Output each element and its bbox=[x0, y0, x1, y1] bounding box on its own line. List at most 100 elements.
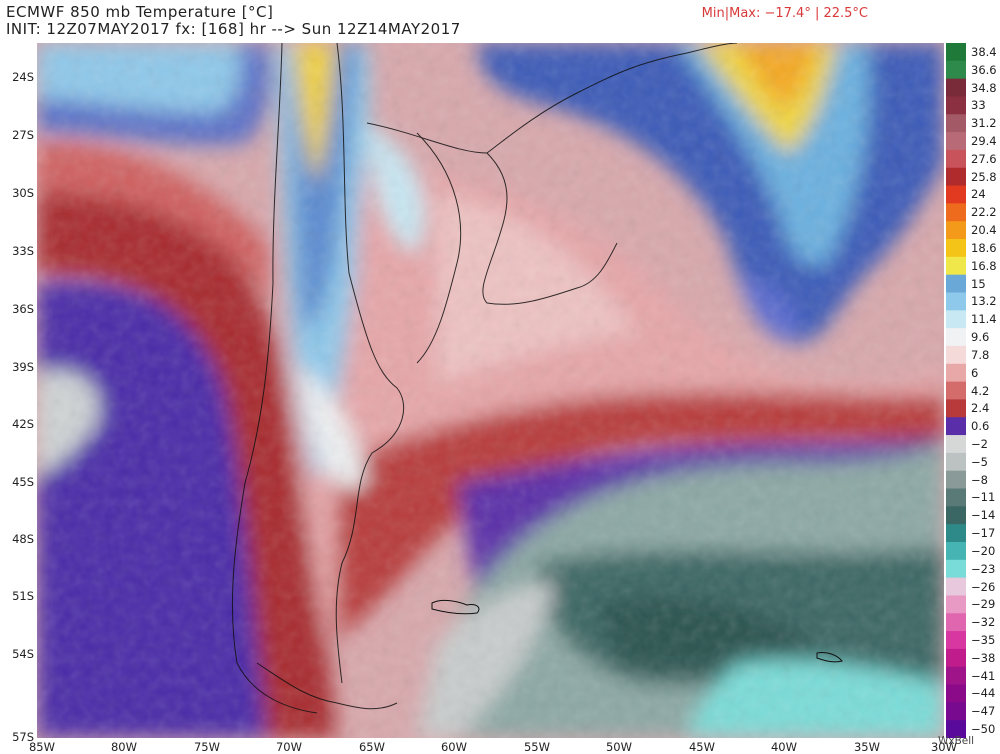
falkland-islands bbox=[431, 599, 480, 615]
color-scale-swatch bbox=[946, 452, 966, 472]
color-scale-label: −44 bbox=[971, 686, 996, 701]
color-scale-label: 9.6 bbox=[971, 330, 990, 345]
lon-label: 85W bbox=[28, 740, 56, 754]
color-scale-swatch bbox=[946, 381, 966, 401]
lat-label: 45S bbox=[12, 475, 34, 489]
lat-label: 24S bbox=[12, 70, 34, 84]
color-scale-label: 11.4 bbox=[971, 312, 997, 327]
color-scale-label: 0.6 bbox=[971, 419, 990, 434]
south-georgia bbox=[816, 652, 843, 663]
color-scale-label: −20 bbox=[971, 543, 996, 558]
color-scale-swatch bbox=[946, 274, 966, 294]
color-scale-swatch bbox=[946, 595, 966, 614]
color-scale-label: 20.4 bbox=[971, 223, 997, 238]
color-scale-swatch bbox=[946, 221, 966, 240]
color-scale-swatch bbox=[946, 524, 966, 543]
color-scale-swatch bbox=[946, 684, 966, 703]
color-scale-label: 15 bbox=[971, 276, 986, 291]
forecast-info: INIT: 12Z07MAY2017 fx: [168] hr --> Sun … bbox=[6, 20, 461, 38]
color-scale-label: 38.4 bbox=[971, 44, 997, 59]
color-scale-swatch bbox=[946, 292, 966, 311]
lon-label: 80W bbox=[110, 740, 138, 754]
color-scale-swatch bbox=[946, 417, 966, 436]
color-scale-label: 24 bbox=[971, 187, 986, 202]
color-scale-label: −11 bbox=[971, 490, 996, 505]
color-scale-label: 6 bbox=[971, 365, 979, 380]
color-scale-label: 22.2 bbox=[971, 205, 997, 220]
color-scale-label: −5 bbox=[971, 454, 988, 469]
color-scale-swatch bbox=[946, 310, 966, 329]
color-scale-label: 27.6 bbox=[971, 151, 997, 166]
color-scale-label: 18.6 bbox=[971, 240, 997, 255]
color-scale-label: 31.2 bbox=[971, 116, 997, 131]
lon-label: 70W bbox=[275, 740, 303, 754]
color-scale-label: −26 bbox=[971, 579, 996, 594]
color-scale-swatch bbox=[946, 577, 966, 597]
color-scale-swatch bbox=[946, 613, 966, 632]
color-scale-label: 4.2 bbox=[971, 383, 990, 398]
temperature-field bbox=[37, 43, 944, 738]
color-scale-swatch bbox=[946, 363, 966, 383]
lon-label: 40W bbox=[770, 740, 798, 754]
lon-label: 45W bbox=[688, 740, 716, 754]
color-scale-label: 2.4 bbox=[971, 401, 990, 416]
color-scale-label: −23 bbox=[971, 561, 996, 576]
color-scale-label: −14 bbox=[971, 508, 996, 523]
color-scale-swatch bbox=[946, 435, 966, 454]
color-scale-label: 16.8 bbox=[971, 258, 997, 273]
color-scale-label: 33 bbox=[971, 98, 986, 113]
color-scale-label: −8 bbox=[971, 472, 988, 487]
lat-label: 27S bbox=[12, 128, 34, 142]
color-scale-swatch bbox=[946, 239, 966, 258]
map-title: ECMWF 850 mb Temperature [°C] bbox=[6, 3, 274, 21]
lat-label: 36S bbox=[12, 302, 34, 316]
temperature-map bbox=[37, 43, 944, 738]
lon-label: 55W bbox=[523, 740, 551, 754]
color-scale-label: −2 bbox=[971, 436, 988, 451]
color-scale-swatch bbox=[946, 60, 966, 80]
color-scale-label: −35 bbox=[971, 632, 996, 647]
color-scale-label: −32 bbox=[971, 615, 996, 630]
color-scale-swatch bbox=[946, 203, 966, 222]
color-scale-swatch bbox=[946, 345, 966, 365]
color-scale-swatch bbox=[946, 78, 966, 98]
color-scale-swatch bbox=[946, 702, 966, 721]
color-scale-swatch bbox=[946, 720, 966, 738]
lon-label: 60W bbox=[440, 740, 468, 754]
color-scale-label: 34.8 bbox=[971, 80, 997, 95]
credit-label: WxBell bbox=[938, 735, 975, 747]
color-scale-swatch bbox=[946, 114, 966, 133]
color-scale-swatch bbox=[946, 666, 966, 686]
color-scale-label: −47 bbox=[971, 704, 996, 719]
color-scale-label: 7.8 bbox=[971, 347, 990, 362]
color-scale-swatch bbox=[946, 149, 966, 169]
color-scale-swatch bbox=[946, 399, 966, 418]
color-scale-swatch bbox=[946, 43, 966, 62]
color-scale-label: 13.2 bbox=[971, 294, 997, 309]
lat-label: 39S bbox=[12, 360, 34, 374]
color-scale-label: −50 bbox=[971, 722, 996, 737]
color-scale-label: −41 bbox=[971, 668, 996, 683]
lon-label: 65W bbox=[358, 740, 386, 754]
color-scale-swatch bbox=[946, 631, 966, 650]
color-scale-swatch bbox=[946, 559, 966, 579]
lat-label: 33S bbox=[12, 244, 34, 258]
lat-label: 42S bbox=[12, 417, 34, 431]
color-scale-label: 36.6 bbox=[971, 62, 997, 77]
coastlines bbox=[231, 43, 738, 714]
lon-label: 75W bbox=[193, 740, 221, 754]
lat-label: 57S bbox=[12, 730, 34, 744]
color-scale-label: 29.4 bbox=[971, 134, 997, 148]
lat-label: 48S bbox=[12, 532, 34, 546]
color-scale-label: −38 bbox=[971, 650, 996, 665]
color-scale-swatch bbox=[946, 488, 966, 507]
color-scale-bar bbox=[946, 43, 966, 738]
color-scale-swatch bbox=[946, 506, 966, 525]
color-scale-swatch bbox=[946, 648, 966, 668]
min-max-readout: Min|Max: −17.4° | 22.5°C bbox=[701, 6, 868, 21]
color-scale-swatch bbox=[946, 167, 966, 187]
color-scale-swatch bbox=[946, 256, 966, 276]
color-scale-swatch bbox=[946, 541, 966, 561]
lon-label: 50W bbox=[605, 740, 633, 754]
lat-label: 30S bbox=[12, 186, 34, 200]
